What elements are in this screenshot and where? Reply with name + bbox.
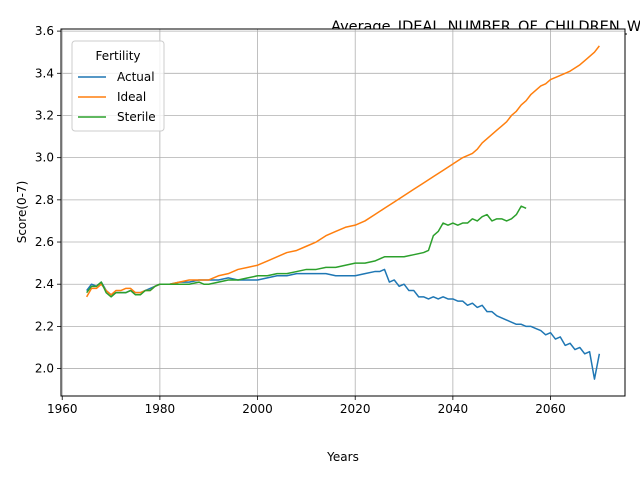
gridlines: [61, 29, 625, 396]
series-lines: [85, 45, 601, 380]
x-tick-label: 2000: [242, 402, 273, 416]
x-tick-label: 2060: [535, 402, 566, 416]
y-tick-label: 2.8: [35, 193, 54, 207]
legend-label-actual: Actual: [117, 70, 155, 84]
legend-box: [71, 40, 165, 132]
y-tick-label: 2.6: [35, 235, 54, 249]
y-axis-ticks: 2.0 2.2 2.4 2.6 2.8 3.0 3.2 3.4 3.6: [35, 24, 61, 376]
plot-frame: [60, 28, 626, 397]
y-tick-label: 3.2: [35, 108, 54, 122]
x-tick-label: 1960: [47, 402, 78, 416]
y-tick-label: 2.2: [35, 319, 54, 333]
legend: Fertility Actual Ideal Sterile: [71, 40, 165, 132]
legend-title: Fertility: [95, 49, 140, 63]
x-axis-ticks: 1960 1980 2000 2020 2040 2060: [47, 396, 566, 416]
legend-items: Actual Ideal Sterile: [78, 70, 156, 124]
x-tick-label: 2020: [340, 402, 371, 416]
y-tick-label: 2.4: [35, 277, 54, 291]
legend-label-sterile: Sterile: [117, 110, 156, 124]
y-tick-label: 3.0: [35, 151, 54, 165]
series-line-sterile: [86, 205, 527, 298]
y-axis-label: Score(0-7): [15, 181, 29, 244]
y-tick-label: 3.6: [35, 24, 54, 38]
legend-label-ideal: Ideal: [117, 90, 146, 104]
x-axis-label: Years: [326, 450, 359, 464]
y-tick-label: 2.0: [35, 362, 54, 376]
x-tick-label: 2040: [438, 402, 469, 416]
y-tick-label: 3.4: [35, 66, 54, 80]
x-tick-label: 1980: [145, 402, 176, 416]
